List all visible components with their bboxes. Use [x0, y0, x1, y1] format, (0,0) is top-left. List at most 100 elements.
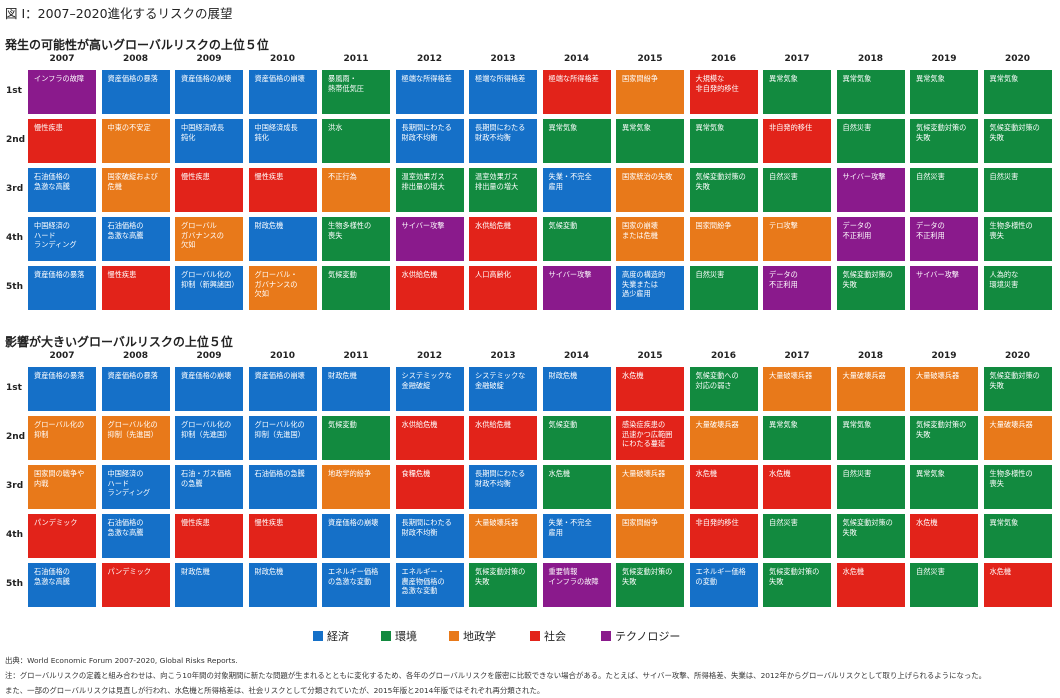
legend-label: 経済	[327, 630, 349, 643]
risk-cell: グローバル ガバナンスの 欠如	[175, 217, 243, 261]
risk-cell: 財政危機	[248, 563, 317, 607]
risk-cell: 気候変動への 対応の弱さ	[689, 367, 758, 411]
year-header: 2010	[269, 351, 296, 361]
risk-cell: 資産価格の崩壊	[322, 514, 390, 558]
risk-cell: 慢性疾患	[175, 168, 243, 212]
risk-cell: 大量破壊兵器	[836, 367, 905, 411]
risk-cell: 感染症疾患の 迅速かつ広範囲 にわたる蔓延	[616, 416, 684, 460]
risk-cell: 気候変動対策の 失敗	[763, 563, 831, 607]
risk-cell: 気候変動	[322, 416, 390, 460]
risk-cell: 自然災害	[836, 465, 905, 509]
risk-cell: 気候変動	[322, 266, 390, 310]
risk-cell: 重要情報 インフラの故障	[542, 563, 611, 607]
rank-label: 1st	[6, 86, 22, 96]
risk-cell: 長期間にわたる 財政不均衡	[469, 119, 537, 163]
year-header: 2008	[122, 54, 149, 64]
risk-cell: 財政危機	[322, 367, 390, 411]
year-header: 2009	[196, 351, 222, 361]
risk-cell: 異常気象	[616, 119, 684, 163]
risk-cell: 極端な所得格差	[542, 70, 611, 114]
rank-label: 5th	[6, 579, 23, 589]
risk-cell: 失業・不完全 雇用	[542, 514, 611, 558]
legend-label: テクノロジー	[615, 630, 681, 643]
risk-cell: 財政危機	[542, 367, 611, 411]
risk-cell: 気候変動対策の 失敗	[910, 416, 978, 460]
rank-label: 2nd	[6, 432, 26, 442]
risk-cell: システミックな 金融破綻	[395, 367, 464, 411]
risk-cell: 国家間の戦争や 内戦	[28, 465, 96, 509]
year-header: 2015	[637, 351, 663, 361]
legend-swatch	[601, 631, 611, 641]
risk-cell: パンデミック	[28, 514, 96, 558]
risk-cell: 気候変動対策の 失敗	[469, 563, 537, 607]
risk-cell: 気候変動対策の 失敗	[836, 514, 905, 558]
risk-cell: 極端な所得格差	[469, 70, 537, 114]
risk-cell: 資産価格の暴落	[28, 266, 96, 310]
year-header: 2019	[931, 54, 957, 64]
risk-cell: 不正行為	[322, 168, 390, 212]
risk-cell: 気候変動対策の 失敗	[983, 367, 1052, 411]
year-header: 2010	[269, 54, 296, 64]
risk-cell: 石油価格の 急激な高騰	[28, 168, 96, 212]
risk-cell: サイバー攻撃	[542, 266, 611, 310]
risk-cell: 気候変動対策の 失敗	[910, 119, 978, 163]
risk-cell: グローバル化の 抑制（先進国）	[101, 416, 170, 460]
rank-label: 3rd	[6, 184, 24, 194]
risk-cell: 異常気象	[763, 416, 831, 460]
risk-cell: 大量破壊兵器	[763, 367, 831, 411]
risk-cell: 財政危機	[175, 563, 243, 607]
risk-cell: 国家破綻および 危機	[101, 168, 170, 212]
risk-cell: 水供給危機	[469, 217, 537, 261]
figure-title: 図 I：2007–2020進化するリスクの展望	[5, 6, 233, 21]
year-header: 2007	[49, 351, 75, 361]
risk-cell: 異常気象	[542, 119, 611, 163]
risk-cell: 水危機	[983, 563, 1052, 607]
rank-label: 1st	[6, 383, 22, 393]
risk-cell: グローバル・ ガバナンスの 欠如	[248, 266, 317, 310]
risk-cell: 非自発的移住	[689, 514, 758, 558]
risk-cell: 水危機	[542, 465, 611, 509]
risk-cell: 中国経済成長 鈍化	[248, 119, 317, 163]
year-header: 2009	[196, 54, 222, 64]
risk-cell: データの 不正利用	[910, 217, 978, 261]
risk-cell: 中東の不安定	[101, 119, 170, 163]
risk-cell: 自然災害	[689, 266, 758, 310]
rank-label: 4th	[6, 530, 23, 540]
risk-cell: 大規模な 非自発的移住	[689, 70, 758, 114]
risk-cell: 気候変動	[542, 217, 611, 261]
risk-cell: 異常気象	[983, 514, 1052, 558]
risk-cell: 資産価格の崩壊	[248, 70, 317, 114]
year-header: 2013	[490, 351, 516, 361]
risk-cell: 非自発的移住	[763, 119, 831, 163]
risk-cell: 大量破壊兵器	[910, 367, 978, 411]
risk-cell: 人為的な 環境災害	[983, 266, 1052, 310]
risk-cell: 長期間にわたる 財政不均衡	[469, 465, 537, 509]
risk-cell: 大量破壊兵器	[469, 514, 537, 558]
risk-cell: 極端な所得格差	[395, 70, 464, 114]
risk-cell: 暴風雨・ 熱帯低気圧	[322, 70, 390, 114]
risk-cell: 財政危機	[248, 217, 317, 261]
risk-cell: 異常気象	[763, 70, 831, 114]
risk-cell: 異常気象	[689, 119, 758, 163]
risk-cell: 資産価格の暴落	[101, 367, 170, 411]
impact-section-title: 影響が大きいグローバルリスクの上位５位	[5, 335, 233, 349]
risk-cell: 石油価格の急騰	[248, 465, 317, 509]
risk-cell: 国家統治の失敗	[616, 168, 684, 212]
legend-swatch	[313, 631, 323, 641]
year-header: 2015	[637, 54, 663, 64]
risk-cell: 水危機	[763, 465, 831, 509]
legend-label: 環境	[395, 630, 417, 643]
risk-cell: 水危機	[836, 563, 905, 607]
risk-cell: 長期間にわたる 財政不均衡	[395, 119, 464, 163]
risk-cell: 石油価格の 急激な高騰	[28, 563, 96, 607]
risk-cell: 異常気象	[910, 70, 978, 114]
year-header: 2020	[1004, 351, 1031, 361]
risk-cell: 資産価格の崩壊	[248, 367, 317, 411]
risk-cell: システミックな 金融破綻	[469, 367, 537, 411]
risk-cell: 自然災害	[836, 119, 905, 163]
risk-cell: 石油価格の 急激な高騰	[101, 514, 170, 558]
risk-cell: 人口高齢化	[469, 266, 537, 310]
risk-cell: データの 不正利用	[836, 217, 905, 261]
footnote-2: また、一部のグローバルリスクは見直しが行われ、水危機と所得格差は、社会リスクとし…	[5, 686, 545, 695]
risk-cell: グローバル化の 抑制（新興諸国）	[175, 266, 243, 310]
